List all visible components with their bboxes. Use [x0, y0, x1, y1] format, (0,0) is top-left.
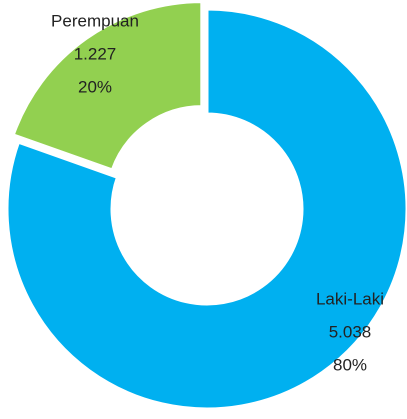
slice-label-percent: 80%: [333, 355, 367, 374]
donut-slice: [5, 7, 407, 411]
slice-label-value: 5.038: [329, 322, 372, 341]
slice-label-name: Perempuan: [51, 11, 139, 30]
slice-label-name: Laki-Laki: [316, 289, 384, 308]
slice-label-percent: 20%: [78, 77, 112, 96]
slice-label-value: 1.227: [74, 44, 117, 63]
donut-slice: [11, 0, 204, 172]
